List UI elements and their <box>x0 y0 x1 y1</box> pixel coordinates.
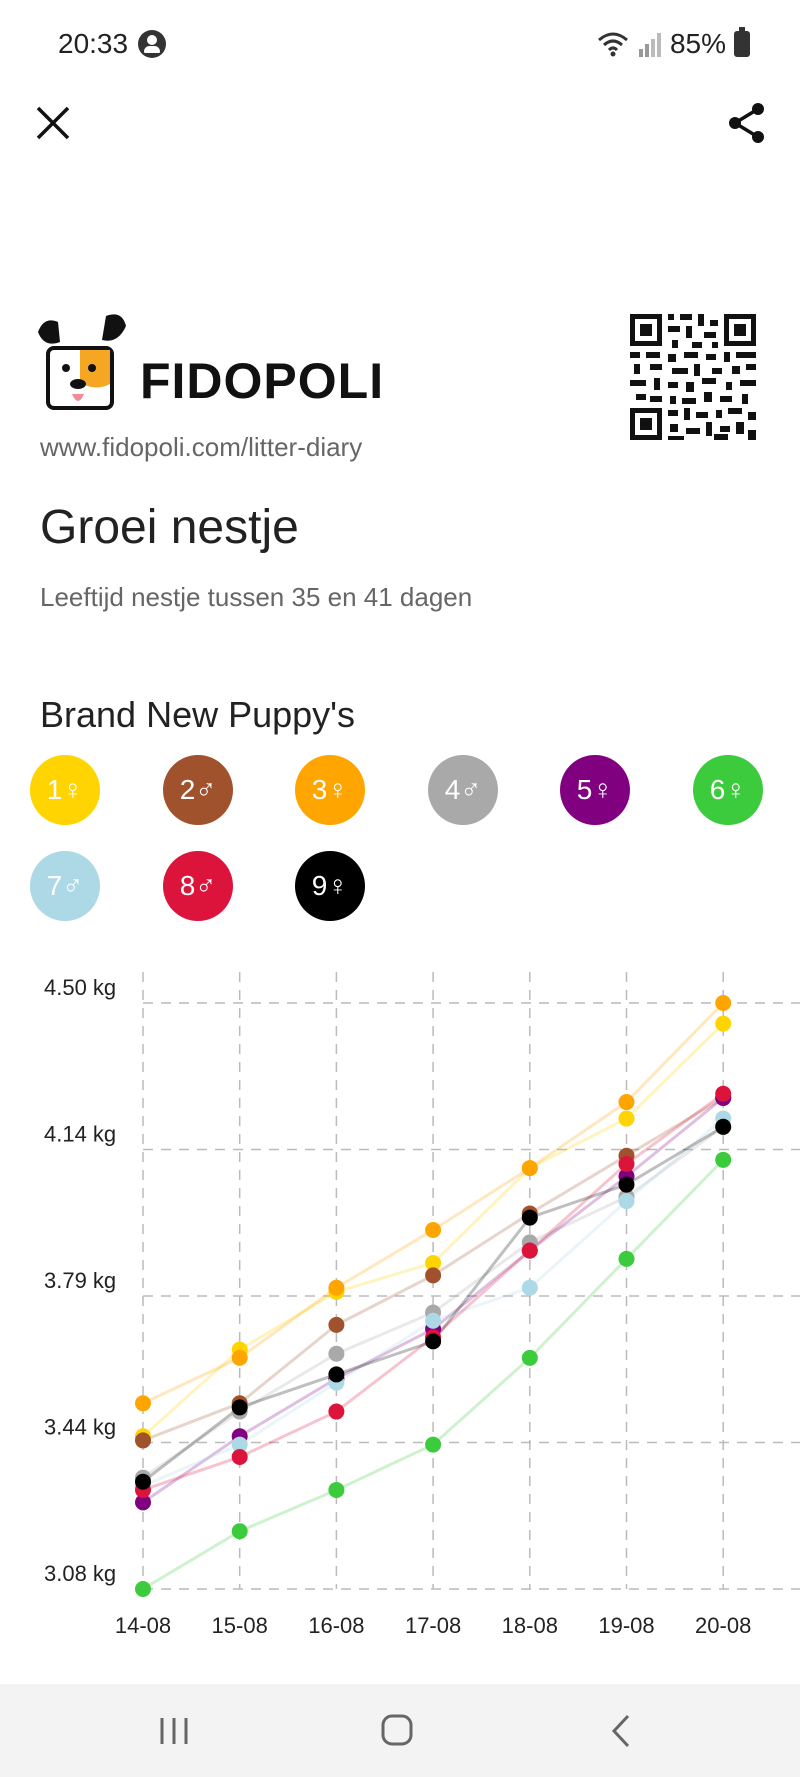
data-point <box>618 1176 635 1193</box>
data-point <box>618 1250 635 1267</box>
x-tick-label: 15-08 <box>212 1613 268 1638</box>
y-tick-label: 4.50 kg <box>44 975 116 1000</box>
status-bar: 20:33 85% <box>0 0 800 90</box>
page-subtitle: Leeftijd nestje tussen 35 en 41 dagen <box>40 582 473 612</box>
x-tick-label: 20-08 <box>695 1613 751 1638</box>
data-point <box>425 1312 442 1329</box>
data-point <box>521 1209 538 1226</box>
close-icon <box>36 106 70 140</box>
data-point <box>425 1267 442 1284</box>
data-point <box>521 1242 538 1259</box>
page-title: Groei nestje <box>40 501 299 554</box>
x-tick-label: 18-08 <box>502 1613 558 1638</box>
x-tick-label: 19-08 <box>598 1613 654 1638</box>
growth-chart: 3.08 kg 3.44 kg 3.79 kg 4.14 kg 4.50 kg 14-08… <box>0 960 800 1650</box>
data-point <box>425 1221 442 1238</box>
x-tick-label: 17-08 <box>405 1613 461 1638</box>
battery-icon <box>734 27 750 57</box>
litter-name: Brand New Puppy's <box>40 694 356 735</box>
puppy-badge[interactable]: 6♀ <box>693 755 763 825</box>
data-point <box>231 1399 248 1416</box>
y-tick-label: 3.79 kg <box>44 1268 116 1293</box>
recent-apps-icon <box>160 1718 188 1744</box>
data-point <box>715 1085 732 1102</box>
x-tick-label: 14-08 <box>115 1613 171 1638</box>
wifi-icon <box>597 32 628 57</box>
data-point <box>618 1110 635 1127</box>
back-button[interactable] <box>592 1706 652 1756</box>
data-point <box>328 1366 345 1383</box>
share-button[interactable] <box>724 100 770 146</box>
data-point <box>521 1349 538 1366</box>
puppy-badge[interactable]: 7♂ <box>30 851 100 921</box>
data-point <box>135 1395 151 1412</box>
y-tick-label: 3.44 kg <box>44 1415 116 1440</box>
system-navigation-bar <box>0 1684 800 1777</box>
battery-percentage: 85% <box>669 28 726 59</box>
data-point <box>521 1279 538 1296</box>
data-point <box>715 1118 732 1135</box>
puppy-badge[interactable]: 2♂ <box>163 755 233 825</box>
top-app-bar <box>0 90 800 150</box>
data-point <box>715 995 732 1011</box>
brand-url[interactable]: www.fidopoli.com/litter-diary <box>40 432 363 462</box>
puppy-badge[interactable]: 8♂ <box>163 851 233 921</box>
home-icon <box>381 1714 413 1746</box>
data-point <box>135 1432 151 1449</box>
data-point <box>135 1494 151 1511</box>
data-point <box>715 1015 732 1032</box>
status-indicators: 85% <box>596 27 750 60</box>
data-point <box>328 1279 345 1296</box>
data-point <box>231 1523 248 1540</box>
close-button[interactable] <box>30 100 76 146</box>
y-tick-label: 3.08 kg <box>44 1561 116 1586</box>
puppy-badge[interactable]: 4♂ <box>428 755 498 825</box>
brand-header: FIDOPOLI <box>34 312 414 422</box>
data-point <box>425 1436 442 1453</box>
data-point <box>618 1094 635 1111</box>
share-icon <box>729 103 764 143</box>
data-point <box>618 1155 635 1172</box>
data-point <box>135 1581 151 1597</box>
puppy-badge[interactable]: 9♀ <box>295 851 365 921</box>
account-icon <box>138 30 166 58</box>
data-point <box>425 1333 442 1350</box>
data-point <box>328 1481 345 1498</box>
data-point <box>328 1403 345 1420</box>
data-point <box>231 1436 248 1453</box>
data-point <box>425 1254 442 1271</box>
data-point <box>521 1160 538 1177</box>
fidopoli-logo <box>38 314 126 410</box>
data-point <box>231 1349 248 1366</box>
x-tick-label: 16-08 <box>308 1613 364 1638</box>
data-point <box>715 1151 732 1168</box>
back-icon <box>611 1714 630 1748</box>
puppy-badge[interactable]: 5♀ <box>560 755 630 825</box>
signal-icon <box>638 33 661 57</box>
status-time: 20:33 <box>58 28 129 59</box>
recent-apps-button[interactable] <box>144 1706 204 1756</box>
puppy-badge[interactable]: 3♀ <box>295 755 365 825</box>
y-tick-label: 4.14 kg <box>44 1122 116 1147</box>
data-point <box>231 1448 248 1465</box>
qr-code <box>628 312 758 442</box>
data-point <box>135 1473 151 1490</box>
data-point <box>328 1316 345 1333</box>
data-point <box>618 1193 635 1210</box>
brand-name: FIDOPOLI <box>140 353 385 409</box>
data-point <box>328 1345 345 1362</box>
puppy-badge[interactable]: 1♀ <box>30 755 100 825</box>
growth-chart-svg: 3.08 kg 3.44 kg 3.79 kg 4.14 kg 4.50 kg 14-08… <box>44 972 800 1638</box>
home-button[interactable] <box>367 1706 427 1756</box>
